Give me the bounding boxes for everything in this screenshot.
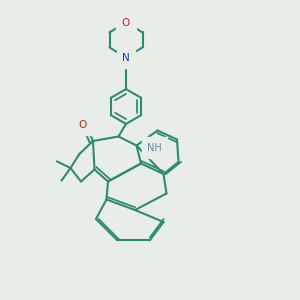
Text: O: O <box>122 17 130 28</box>
Text: O: O <box>78 119 87 130</box>
Text: NH: NH <box>147 142 162 153</box>
Text: N: N <box>122 52 130 63</box>
